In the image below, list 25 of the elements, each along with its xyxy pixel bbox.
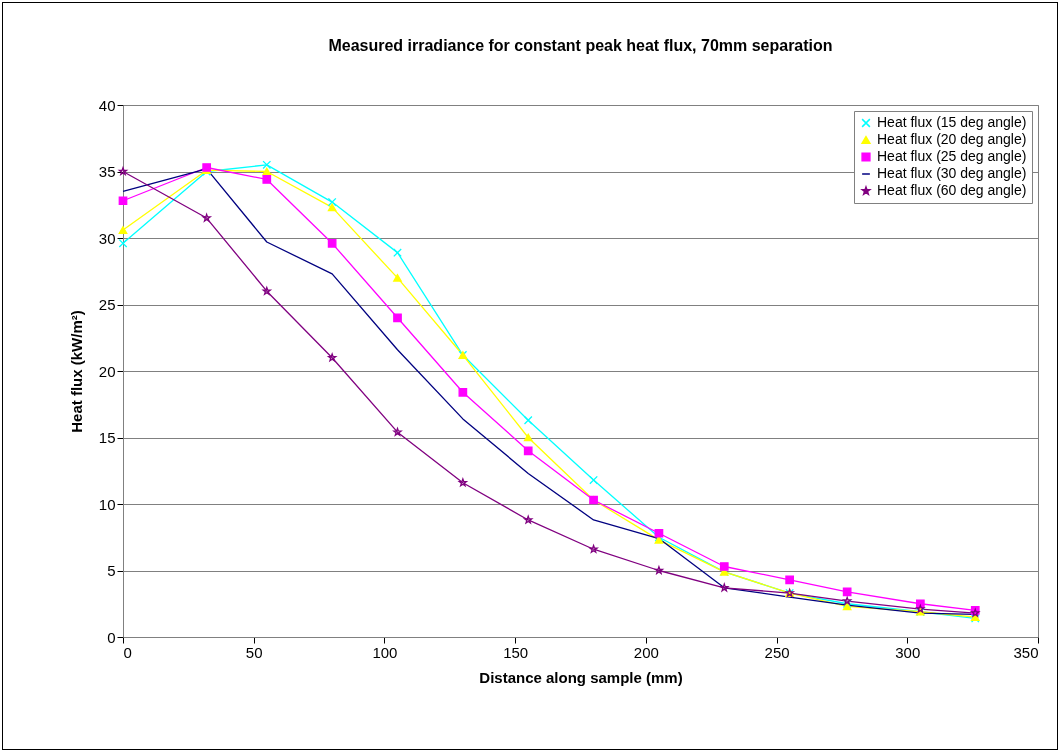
chart-title: Measured irradiance for constant peak heat flux, 70mm separation bbox=[328, 37, 833, 54]
x-tick-label: 50 bbox=[245, 643, 263, 661]
legend-label: Heat flux (25 deg angle) bbox=[877, 148, 1027, 164]
legend-label: Heat flux (20 deg angle) bbox=[877, 131, 1027, 147]
y-tick-label: 25 bbox=[98, 296, 116, 313]
x-tick-label: 350 bbox=[1013, 643, 1039, 661]
x-tick-label: 100 bbox=[372, 643, 398, 661]
y-tick-label: 20 bbox=[98, 362, 116, 380]
x-tick-label: 0 bbox=[123, 643, 132, 661]
legend-label: Heat flux (30 deg angle) bbox=[877, 165, 1027, 181]
x-tick-label: 150 bbox=[503, 643, 529, 661]
y-tick-label: 15 bbox=[98, 429, 116, 446]
y-tick-label: 5 bbox=[107, 562, 116, 579]
y-tick-label: 10 bbox=[98, 495, 116, 513]
y-tick-label: 30 bbox=[98, 229, 116, 247]
x-tick-label: 250 bbox=[764, 643, 790, 661]
x-tick-label: 200 bbox=[633, 643, 659, 661]
y-tick-label: 35 bbox=[98, 163, 116, 180]
y-tick-label: 0 bbox=[107, 628, 116, 646]
x-tick-label: 300 bbox=[895, 643, 921, 661]
legend-label: Heat flux (60 deg angle) bbox=[877, 182, 1027, 198]
y-axis-title: Heat flux (kW/m²) bbox=[67, 310, 85, 433]
legend-label: Heat flux (15 deg angle) bbox=[877, 114, 1027, 130]
y-tick-label: 40 bbox=[98, 96, 116, 114]
x-axis-title: Distance along sample (mm) bbox=[479, 668, 683, 686]
